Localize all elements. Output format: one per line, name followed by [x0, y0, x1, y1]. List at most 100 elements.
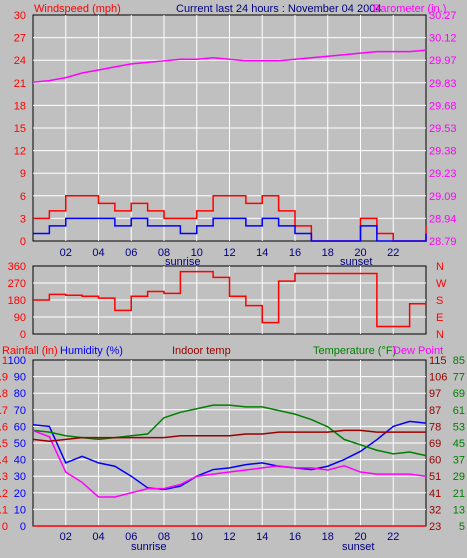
barometer-tick-29.83: 29.83 [429, 78, 457, 90]
rainfall-tick-0.1: 0.1 [0, 504, 8, 516]
barometer-tick-30.12: 30.12 [429, 33, 457, 45]
dew-point-tick-69: 69 [453, 388, 465, 400]
humidity-series [32, 420, 427, 491]
compass-tick-1: E [436, 312, 443, 324]
humidity-tick-40: 40 [14, 455, 26, 467]
rainfall-tick-0.7: 0.7 [0, 405, 8, 417]
rainfall-tick-1: 1 [2, 355, 8, 367]
temperature-axis-title: Temperature (°F) [313, 345, 396, 357]
rainfall-tick-0.9: 0.9 [0, 372, 8, 384]
temperature-tick-106: 106 [429, 372, 447, 384]
humidity-tick-50: 50 [14, 438, 26, 450]
dew-point-tick-37: 37 [453, 455, 465, 467]
temp-humidity-panel-x-tick-02: 02 [60, 531, 72, 543]
temp-humidity-panel-x-tick-18: 18 [322, 531, 334, 543]
barometer-tick-30.27: 30.27 [429, 10, 457, 22]
humidity-tick-20: 20 [14, 488, 26, 500]
wind-panel-x-tick-20: 20 [354, 247, 366, 259]
barometer-tick-28.94: 28.94 [429, 213, 457, 225]
humidity-axis-title: Humidity (%) [60, 345, 123, 357]
dew-point-series [32, 429, 427, 498]
rainfall-tick-0.3: 0.3 [0, 471, 8, 483]
temp-humidity-panel-x-tick-20: 20 [354, 531, 366, 543]
temperature-tick-32: 32 [429, 504, 441, 516]
temperature-tick-51: 51 [429, 471, 441, 483]
windspeed-tick-0: 0 [20, 236, 26, 248]
dew-point-axis-title: Dew Point [393, 345, 443, 357]
windspeed-axis-title: Windspeed (mph) [34, 3, 121, 15]
windspeed-tick-18: 18 [14, 100, 26, 112]
direction-tick-90: 90 [14, 312, 26, 324]
wind-panel-x-tick-08: 08 [158, 247, 170, 259]
temperature-tick-97: 97 [429, 388, 441, 400]
humidity-tick-30: 30 [14, 471, 26, 483]
temperature-tick-60: 60 [429, 455, 441, 467]
barometer-tick-29.23: 29.23 [429, 168, 457, 180]
barometer-series [32, 49, 427, 83]
windspeed-tick-9: 9 [20, 168, 26, 180]
avg-wind-series [33, 217, 427, 242]
barometer-tick-29.68: 29.68 [429, 100, 457, 112]
dew-point-tick-85: 85 [453, 355, 465, 367]
wind-panel-x-tick-22: 22 [387, 247, 399, 259]
windspeed-tick-12: 12 [14, 146, 26, 158]
dew-point-tick-5: 5 [459, 521, 465, 533]
temp-humidity-panel-x-tick-14: 14 [256, 531, 268, 543]
dew-point-tick-13: 13 [453, 504, 465, 516]
indoor-temp-title: Indoor temp [172, 345, 231, 357]
compass-tick-3: W [436, 278, 447, 290]
rainfall-tick-0.4: 0.4 [0, 455, 8, 467]
windspeed-tick-24: 24 [14, 55, 26, 67]
humidity-tick-0: 0 [20, 521, 26, 533]
direction-tick-270: 270 [8, 278, 26, 290]
wind-panel-x-tick-16: 16 [289, 247, 301, 259]
wind-panel-x-tick-12: 12 [223, 247, 235, 259]
sunset-label-top: sunset [340, 256, 372, 268]
temp-humidity-panel-x-tick-22: 22 [387, 531, 399, 543]
barometer-tick-28.79: 28.79 [429, 236, 457, 248]
rainfall-tick-0.2: 0.2 [0, 488, 8, 500]
windspeed-tick-30: 30 [14, 10, 26, 22]
humidity-tick-90: 90 [14, 372, 26, 384]
compass-tick-0: N [436, 329, 444, 341]
barometer-tick-29.97: 29.97 [429, 55, 457, 67]
rainfall-tick-0.5: 0.5 [0, 438, 8, 450]
temp-humidity-panel-x-tick-12: 12 [223, 531, 235, 543]
temp-humidity-panel-x-tick-04: 04 [92, 531, 104, 543]
barometer-tick-29.09: 29.09 [429, 191, 457, 203]
wind-panel-x-tick-04: 04 [92, 247, 104, 259]
sunrise-label-top: sunrise [165, 256, 200, 268]
indoor-temp-series [32, 429, 426, 442]
dew-point-tick-61: 61 [453, 405, 465, 417]
wind-panel-x-tick-06: 06 [125, 247, 137, 259]
rainfall-tick-0.8: 0.8 [0, 388, 8, 400]
temp-humidity-panel-x-tick-08: 08 [158, 531, 170, 543]
dew-point-tick-45: 45 [453, 438, 465, 450]
temp-humidity-panel-x-tick-10: 10 [191, 531, 203, 543]
temperature-tick-115: 115 [429, 355, 447, 367]
temp-humidity-panel-x-tick-06: 06 [125, 531, 137, 543]
temperature-tick-78: 78 [429, 421, 441, 433]
dew-point-tick-21: 21 [453, 488, 465, 500]
humidity-tick-70: 70 [14, 405, 26, 417]
wind-panel-x-tick-02: 02 [60, 247, 72, 259]
temp-humidity-panel-x-tick-16: 16 [289, 531, 301, 543]
wind-panel-content: 0 3 6 9 12 15 18 21 24 27 30 28.79 28.94 29.09 29.23 29… [14, 10, 457, 259]
sunrise-label-bottom: sunrise [131, 541, 166, 553]
humidity-tick-100: 100 [8, 355, 26, 367]
windspeed-tick-21: 21 [14, 78, 26, 90]
direction-tick-360: 360 [8, 261, 26, 273]
direction-tick-0: 0 [20, 329, 26, 341]
direction-tick-180: 180 [8, 295, 26, 307]
dew-point-tick-77: 77 [453, 372, 465, 384]
temp-humidity-panel-content: 00.10.20.30.40.50.60.70.80.9101020304050… [0, 355, 465, 543]
wind-panel-x-tick-18: 18 [322, 247, 334, 259]
dew-point-tick-29: 29 [453, 471, 465, 483]
sunset-label-bottom: sunset [342, 541, 374, 553]
humidity-tick-10: 10 [14, 504, 26, 516]
chart-title: Current last 24 hours : November 04 2004 [176, 3, 381, 15]
compass-tick-4: N [436, 261, 444, 273]
rainfall-axis-title: Rainfall (in) [2, 345, 58, 357]
windspeed-tick-3: 3 [20, 213, 26, 225]
